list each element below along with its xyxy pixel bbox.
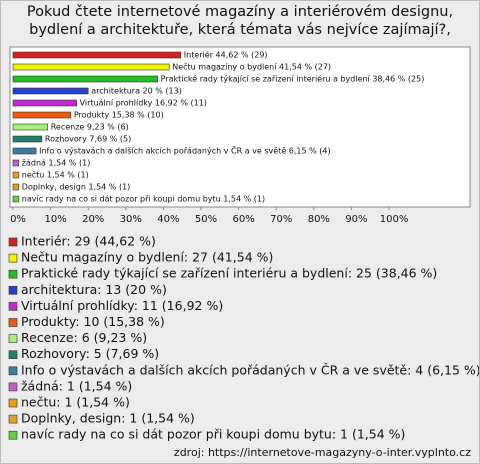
- x-tick-label: 10%: [44, 214, 66, 225]
- source: zdroj: https://internetove-magazyny-o-in…: [174, 446, 471, 459]
- legend-label: žádná: 1 (1,54 %): [21, 378, 132, 393]
- plot-area: [9, 46, 471, 208]
- x-tick-label: 20%: [82, 214, 104, 225]
- bar: [12, 159, 20, 167]
- bar: [12, 63, 170, 71]
- legend-swatch: [8, 350, 18, 360]
- bar: [12, 147, 37, 155]
- bar-label: Recenze 9,23 % (6): [51, 123, 129, 132]
- bar: [12, 135, 43, 143]
- legend-label: Virtuální prohlídky: 11 (16,92 %): [21, 298, 223, 313]
- x-tick-label: 90%: [345, 214, 367, 225]
- bar: [12, 111, 72, 119]
- legend-swatch: [8, 302, 18, 311]
- x-tick-label: 80%: [308, 214, 330, 225]
- x-tick-label: 40%: [157, 214, 179, 225]
- bar: [12, 183, 20, 191]
- legend-label: architektura: 13 (20 %): [21, 282, 167, 297]
- legend-label: Rozhovory: 5 (7,69 %): [21, 346, 159, 361]
- bar: [12, 51, 182, 59]
- legend-label: nečtu: 1 (1,54 %): [21, 395, 130, 410]
- legend-label: Doplnky, design: 1 (1,54 %): [21, 411, 195, 426]
- legend-swatch: [8, 237, 18, 247]
- bar-label: Produkty 15,38 % (10): [74, 111, 164, 120]
- x-tick-label: 60%: [233, 214, 255, 225]
- bar: [12, 195, 20, 203]
- legend-label: Nečtu magazíny o bydlení: 27 (41,54 %): [21, 250, 273, 265]
- legend-swatch: [8, 253, 18, 263]
- bar: [12, 123, 49, 131]
- bar: [12, 171, 20, 179]
- legend-label: navíc rady na co si dát pozor při koupi …: [21, 427, 405, 442]
- bar: [12, 99, 77, 107]
- legend-swatch: [8, 398, 18, 408]
- legend-swatch: [8, 334, 18, 343]
- x-tick-label: 30%: [120, 214, 142, 225]
- bar-label: nečtu 1,54 % (1): [22, 170, 89, 180]
- bar-label: žádná 1,54 % (1): [22, 159, 91, 168]
- legend-label: Recenze: 6 (9,23 %): [21, 330, 147, 345]
- bar-label: Rozhovory 7,69 % (5): [45, 135, 131, 144]
- legend-swatch: [8, 382, 18, 392]
- bar-label: Doplnky, design 1,54 % (1): [22, 183, 131, 192]
- x-tick-label: 70%: [270, 214, 292, 225]
- legend-swatch: [8, 285, 18, 295]
- legend-label: Praktické rady týkající se zařízení inte…: [21, 266, 437, 281]
- legend-swatch: [8, 414, 18, 424]
- bar-label: Virtuální prohlídky 16,92 % (11): [80, 99, 207, 108]
- legend-swatch: [8, 366, 18, 376]
- legend-swatch: [8, 318, 18, 327]
- legend-label: Interiér: 29 (44,62 %): [21, 234, 156, 249]
- bar: [12, 75, 158, 83]
- legend-label: Produkty: 10 (15,38 %): [21, 314, 165, 329]
- bar-label: Nečtu magazíny o bydlení 41,54 % (27): [172, 62, 331, 72]
- bar-label: Praktické rady týkající se zařízení inte…: [161, 74, 425, 84]
- bar-label: navíc rady na co si dát pozor při koupi …: [22, 195, 265, 204]
- bar-label: Interiér 44,62 % (29): [184, 50, 268, 60]
- x-tick-label: 0%: [10, 214, 26, 225]
- chart-title: Pokud čtete internetové magazíny a inter…: [26, 4, 454, 38]
- legend-swatch: [8, 430, 18, 440]
- bar-label: architektura 20 % (13): [91, 87, 182, 96]
- x-tick-label: 50%: [195, 214, 217, 225]
- bar: [12, 87, 89, 95]
- x-tick-label: 100%: [380, 214, 409, 225]
- legend-label: Info o výstavách a dalších akcích pořáda…: [21, 362, 479, 377]
- bar-label: Info o výstavách a dalších akcích pořáda…: [39, 145, 331, 156]
- legend-swatch: [8, 269, 18, 279]
